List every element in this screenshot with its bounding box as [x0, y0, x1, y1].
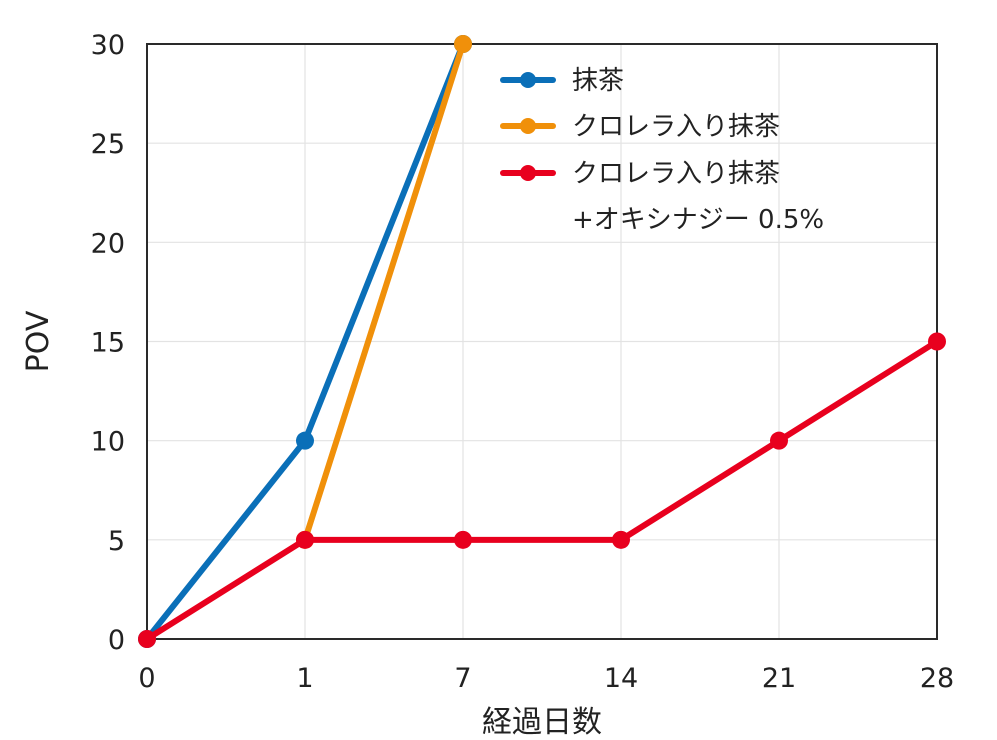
y-tick-label: 25 [91, 129, 125, 160]
data-point [928, 332, 946, 351]
y-tick-label: 15 [91, 328, 125, 359]
legend-label: クロレラ入り抹茶 [572, 159, 780, 189]
data-point [296, 530, 314, 549]
x-tick-label: 0 [138, 663, 155, 694]
x-tick-label: 14 [604, 663, 638, 694]
x-axis-title: 経過日数 [482, 705, 602, 740]
data-point [612, 530, 630, 549]
x-tick-label: 7 [454, 663, 471, 694]
legend-label-line2: +オキシナジー 0.5% [572, 205, 824, 235]
data-point [296, 431, 314, 450]
legend-label: 抹茶 [572, 66, 624, 96]
data-point [454, 35, 472, 53]
series-line-3 [144, 338, 940, 642]
x-tick-label: 28 [920, 663, 954, 694]
y-tick-label: 5 [108, 526, 125, 557]
y-tick-label: 20 [91, 228, 125, 259]
tick-labels: 0 5 10 15 20 25 30 0 1 7 14 21 28 [91, 30, 955, 694]
y-axis-title: POV [21, 310, 56, 372]
legend-label: クロレラ入り抹茶 [572, 112, 780, 142]
legend-swatch-marker [520, 118, 536, 134]
x-tick-label: 1 [296, 663, 313, 694]
series-lines [138, 35, 946, 648]
data-point [770, 431, 788, 450]
series-line-2 [302, 41, 466, 543]
y-tick-label: 10 [91, 427, 125, 458]
y-tick-label: 30 [91, 30, 125, 61]
x-tick-label: 21 [762, 663, 796, 694]
data-point [454, 530, 472, 549]
y-tick-label: 0 [108, 625, 125, 656]
legend-swatch-marker [520, 165, 536, 181]
grid [146, 43, 938, 640]
legend-swatch-marker [520, 72, 536, 88]
data-point [138, 630, 156, 648]
